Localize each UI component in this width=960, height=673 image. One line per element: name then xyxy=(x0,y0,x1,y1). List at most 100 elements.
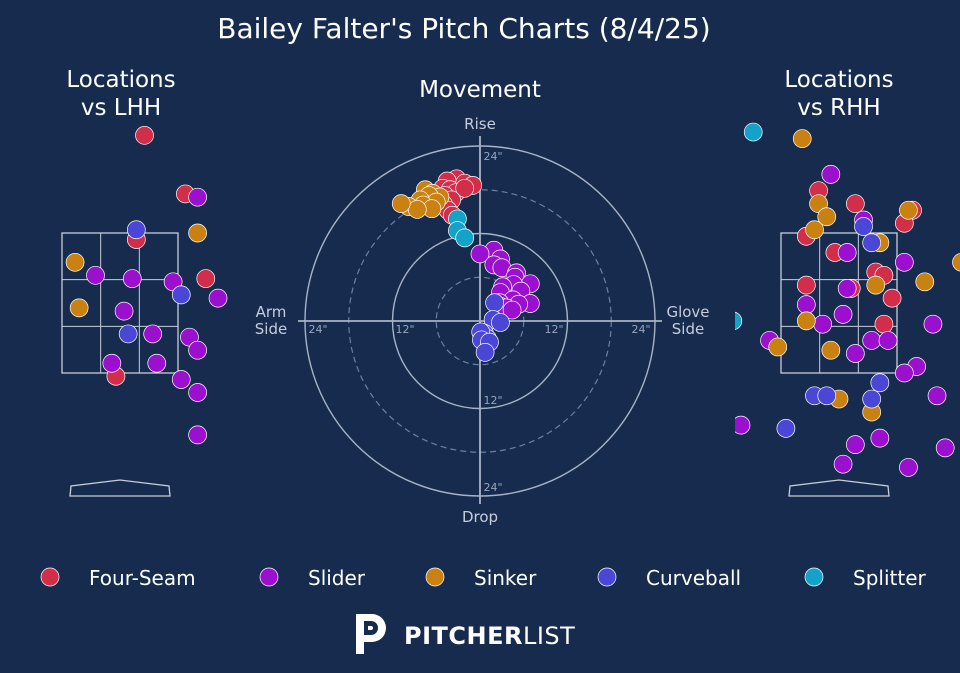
movement-axis-drop: Drop xyxy=(462,508,498,526)
ring-label: 24" xyxy=(631,323,650,336)
lhh-pitch-slider xyxy=(122,269,142,288)
movement-pitch-sinker xyxy=(391,194,411,213)
movement-axis-rise: Rise xyxy=(464,115,496,133)
pitcherlist-mark-icon xyxy=(356,614,386,654)
rhh-pitch-sinker xyxy=(821,340,841,360)
ring-label: 24" xyxy=(483,481,502,494)
ring-label: 24" xyxy=(483,150,502,163)
ring-label: 12" xyxy=(544,323,563,336)
rhh-pitch-curveball xyxy=(870,373,890,393)
rhh-pitch-sinker xyxy=(796,311,816,331)
rhh-pitch-slider xyxy=(899,458,918,477)
movement-pitch-curveball xyxy=(475,343,495,362)
legend-marker-splitter xyxy=(804,567,824,587)
movement-pitch-curveball xyxy=(491,313,510,332)
brand-word-bold: PITCHER xyxy=(404,622,523,650)
ring-label: 12" xyxy=(483,394,502,407)
marks-layer xyxy=(40,122,960,587)
lhh-panel-title-line1: Locations xyxy=(66,67,175,93)
pitcherlist-logo: PITCHERLIST xyxy=(352,612,592,658)
lhh-pitch-slider xyxy=(188,383,207,402)
legend-marker-curveball xyxy=(597,567,617,587)
movement-axis-arm-side: Side xyxy=(255,320,287,338)
rhh-pitch-sinker xyxy=(805,220,824,240)
rhh-pitch-slider xyxy=(935,438,955,458)
lhh-panel-title-line2: vs LHH xyxy=(81,95,161,121)
rhh-pitch-sinker xyxy=(768,337,788,357)
rhh-pitch-slider xyxy=(821,165,841,184)
rhh-pitch-slider xyxy=(845,344,865,363)
lhh-pitch-sinker xyxy=(188,223,207,243)
lhh-pitch-slider xyxy=(102,353,122,373)
rhh-pitch-sinker xyxy=(915,272,935,292)
rhh-pitch-curveball xyxy=(862,389,882,409)
lhh-pitch-slider xyxy=(208,288,228,308)
rhh-pitch-slider xyxy=(927,386,947,406)
rhh-pitch-sinker xyxy=(899,200,918,220)
rhh-pitch-slider xyxy=(796,295,816,314)
rhh-home-plate xyxy=(788,479,890,497)
rhh-pitch-four-seam xyxy=(796,275,816,295)
movement-pitch-sinker xyxy=(407,200,427,219)
rhh-pitch-slider xyxy=(895,363,914,383)
legend-label-sinker: Sinker xyxy=(474,566,537,590)
rhh-pitch-sinker xyxy=(792,129,812,148)
lhh-pitch-slider xyxy=(86,265,105,285)
rhh-pitch-slider xyxy=(833,454,853,474)
lhh-pitch-curveball xyxy=(118,324,138,344)
rhh-pitch-slider xyxy=(833,305,853,324)
rhh-pitch-slider xyxy=(813,314,833,334)
rhh-panel-title-line1: Locations xyxy=(784,67,893,93)
movement-grid xyxy=(298,136,662,504)
rhh-pitch-slider xyxy=(837,243,857,262)
legend-label-four-seam: Four-Seam xyxy=(89,566,196,590)
rhh-pitch-splitter xyxy=(743,122,763,142)
rhh-panel-title-line2: vs RHH xyxy=(797,95,880,121)
lhh-home-plate xyxy=(69,479,171,497)
lhh-pitch-curveball xyxy=(126,220,146,240)
brand-word-light: LIST xyxy=(522,622,576,650)
legend-marker-slider xyxy=(259,567,279,587)
rhh-pitch-sinker xyxy=(952,253,960,272)
rhh-pitch-four-seam xyxy=(845,194,865,214)
lhh-pitch-sinker xyxy=(69,298,89,318)
rhh-pitch-slider xyxy=(895,252,914,272)
rhh-pitch-slider xyxy=(837,278,857,298)
rhh-pitch-slider xyxy=(845,435,865,454)
legend-marker-four-seam xyxy=(40,567,60,587)
ring-label: 12" xyxy=(395,323,414,336)
rhh-pitch-curveball xyxy=(817,386,837,406)
static-layer xyxy=(61,136,898,504)
movement-pitch-four-seam xyxy=(455,178,475,198)
lhh-pitch-slider xyxy=(188,187,207,207)
rhh-pitch-curveball xyxy=(776,418,796,438)
lhh-pitch-slider xyxy=(171,370,191,389)
movement-pitch-slider xyxy=(470,244,490,264)
rhh-pitch-sinker xyxy=(817,207,837,227)
ring-label: 24" xyxy=(308,323,327,336)
rhh-pitch-sinker xyxy=(866,275,886,295)
text-layer: Bailey Falter's Pitch Charts (8/4/25) Loc… xyxy=(66,12,926,590)
rhh-pitch-four-seam xyxy=(874,314,894,334)
lhh-pitch-slider xyxy=(188,425,207,445)
rhh-pitch-slider xyxy=(862,331,882,350)
legend-label-slider: Slider xyxy=(308,566,366,590)
movement-axis-glove-side: Side xyxy=(672,320,704,338)
legend-label-curveball: Curveball xyxy=(646,566,741,590)
rhh-marks-group xyxy=(735,122,960,477)
lhh-pitch-curveball xyxy=(171,285,191,305)
lhh-pitch-four-seam xyxy=(196,269,216,288)
lhh-pitch-slider xyxy=(147,353,167,373)
lhh-pitch-slider xyxy=(143,324,163,344)
chart-title: Bailey Falter's Pitch Charts (8/4/25) xyxy=(217,12,710,45)
lhh-pitch-four-seam xyxy=(135,125,154,145)
legend-label-splitter: Splitter xyxy=(853,566,926,590)
lhh-pitch-sinker xyxy=(65,252,85,272)
movement-panel-title: Movement xyxy=(419,77,541,103)
lhh-pitch-slider xyxy=(114,301,134,321)
rhh-pitch-slider xyxy=(923,314,943,334)
movement-pitch-splitter xyxy=(455,228,475,248)
rhh-pitch-slider xyxy=(870,428,890,448)
movement-axis-arm: Arm xyxy=(256,303,287,321)
